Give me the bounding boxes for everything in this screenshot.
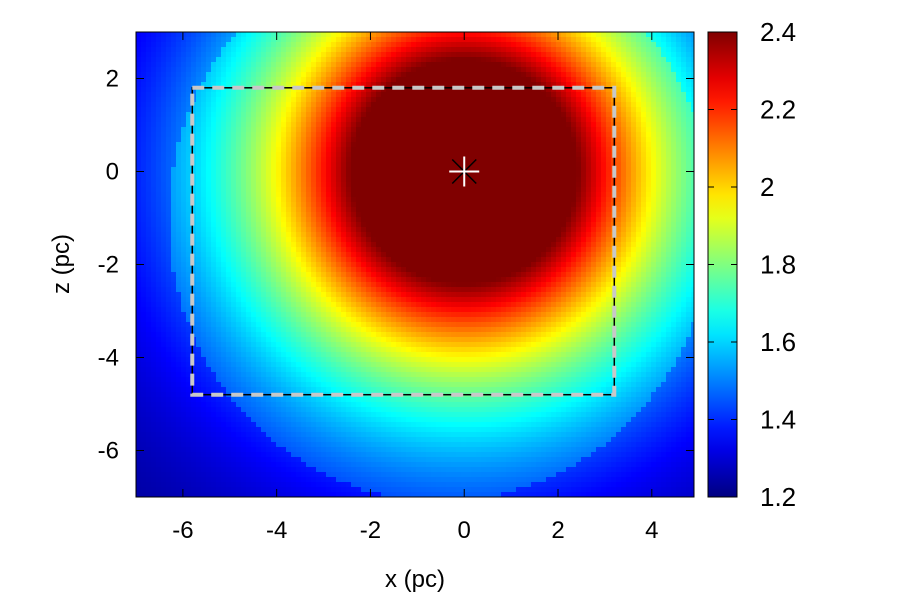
colorbar-tick-label: 2.2 (760, 95, 796, 125)
colorbar-tick-label: 2 (760, 172, 774, 202)
x-tick-label: -6 (172, 517, 193, 544)
y-tick-label: 0 (106, 159, 119, 186)
x-axis-label: x (pc) (385, 566, 445, 593)
colorbar-tick-label: 1.2 (760, 482, 796, 512)
colorbar-tick-label: 1.8 (760, 250, 796, 280)
colorbar-tick-label: 1.6 (760, 327, 796, 357)
x-tick-label: -4 (266, 517, 287, 544)
x-tick-label: -2 (360, 517, 381, 544)
y-tick-label: -6 (98, 438, 119, 465)
y-axis-label: z (pc) (48, 234, 75, 294)
colorbar: 2.4 2.2 2 1.8 1.6 1.4 1.2 (708, 17, 796, 512)
x-tick-label: 2 (551, 517, 564, 544)
star-marker (449, 157, 479, 187)
colorbar-tick-label: 1.4 (760, 405, 796, 435)
y-tick-label: -2 (98, 252, 119, 279)
x-tick-label: 0 (458, 517, 471, 544)
y-tick-label: -4 (98, 345, 119, 372)
y-tick-label: 2 (106, 66, 119, 93)
heatmap-field (136, 32, 697, 498)
colorbar-tick-label: 2.4 (760, 17, 796, 47)
x-tick-label: 4 (645, 517, 658, 544)
